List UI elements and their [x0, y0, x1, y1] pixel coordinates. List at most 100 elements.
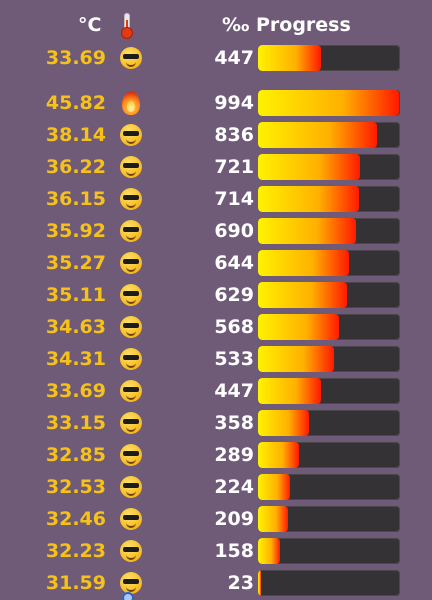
progress-bar-fill [258, 538, 280, 564]
progress-bar-fill [258, 282, 347, 308]
progress-bar-fill [258, 186, 359, 212]
sunglasses-face-icon [118, 45, 144, 71]
temperature-column-header: °C [78, 10, 101, 40]
progress-bar-track [258, 122, 400, 148]
list-row: 45.82 994 [0, 89, 432, 117]
sunglasses-face-icon [118, 570, 144, 596]
list-row: 34.31 533 [0, 345, 432, 373]
list-row: 32.46 209 [0, 505, 432, 533]
permille-value: 533 [214, 348, 254, 370]
partially-visible-icon [122, 592, 134, 600]
list-row: 31.59 23 [0, 569, 432, 597]
sunglasses-face-icon [118, 474, 144, 500]
permille-value: 714 [214, 188, 254, 210]
sunglasses-face-icon [118, 410, 144, 436]
progress-bar-track [258, 218, 400, 244]
temperature-value: 36.22 [45, 156, 106, 178]
list-row: 32.85 289 [0, 441, 432, 469]
permille-value: 289 [214, 444, 254, 466]
permille-value: 447 [214, 47, 254, 69]
progress-bar-track [258, 538, 400, 564]
progress-bar-fill [258, 442, 299, 468]
permille-value: 644 [214, 252, 254, 274]
temperature-value: 34.63 [45, 316, 106, 338]
progress-bar-track [258, 378, 400, 404]
sunglasses-face-icon [118, 154, 144, 180]
sunglasses-face-icon [118, 314, 144, 340]
progress-bar-fill [258, 410, 309, 436]
progress-bar-track [258, 154, 400, 180]
sunglasses-face-icon [118, 378, 144, 404]
permille-value: 568 [214, 316, 254, 338]
sunglasses-face-icon [118, 506, 144, 532]
temperature-value: 38.14 [45, 124, 106, 146]
temperature-value: 32.23 [45, 540, 106, 562]
progress-bar-track [258, 506, 400, 532]
progress-bar-fill [258, 506, 288, 532]
list-row: 33.69 447 [0, 44, 432, 72]
sunglasses-face-icon [118, 218, 144, 244]
list-row: 32.23 158 [0, 537, 432, 565]
temperature-value: 35.11 [45, 284, 106, 306]
progress-bar-fill [258, 90, 399, 116]
progress-bar-fill [258, 570, 261, 596]
progress-bar-fill [258, 154, 360, 180]
sunglasses-face-icon [118, 282, 144, 308]
thermometer-icon [116, 12, 138, 39]
temperature-value: 34.31 [45, 348, 106, 370]
permille-value: 447 [214, 380, 254, 402]
temperature-value: 32.46 [45, 508, 106, 530]
progress-bar-track [258, 250, 400, 276]
progress-bar-track [258, 410, 400, 436]
permille-value: 629 [214, 284, 254, 306]
sunglasses-face-icon [118, 442, 144, 468]
permille-value: 209 [214, 508, 254, 530]
temperature-value: 33.69 [45, 47, 106, 69]
temperature-value: 33.15 [45, 412, 106, 434]
permille-value: 158 [214, 540, 254, 562]
temperature-value: 31.59 [45, 572, 106, 594]
list-row: 35.27 644 [0, 249, 432, 277]
progress-bar-track [258, 90, 400, 116]
progress-column-header: ‰ Progress [222, 10, 351, 40]
progress-header-label: ‰ Progress [222, 14, 351, 36]
sunglasses-face-icon [118, 122, 144, 148]
list-row: 34.63 568 [0, 313, 432, 341]
progress-bar-fill [258, 474, 290, 500]
permille-value: 721 [214, 156, 254, 178]
permille-value: 836 [214, 124, 254, 146]
progress-bar-track [258, 314, 400, 340]
list-row: 38.14 836 [0, 121, 432, 149]
list-row: 35.92 690 [0, 217, 432, 245]
temperature-value: 36.15 [45, 188, 106, 210]
progress-bar-fill [258, 378, 321, 404]
temperature-value: 33.69 [45, 380, 106, 402]
progress-bar-track [258, 442, 400, 468]
progress-bar-track [258, 186, 400, 212]
permille-value: 224 [214, 476, 254, 498]
list-row: 33.15 358 [0, 409, 432, 437]
sunglasses-face-icon [118, 538, 144, 564]
sunglasses-face-icon [118, 346, 144, 372]
progress-bar-fill [258, 314, 339, 340]
list-row: 35.11 629 [0, 281, 432, 309]
temperature-value: 32.53 [45, 476, 106, 498]
progress-bar-track [258, 570, 400, 596]
temperature-value: 32.85 [45, 444, 106, 466]
list-row: 36.22 721 [0, 153, 432, 181]
progress-bar-fill [258, 346, 334, 372]
progress-bar-track [258, 45, 400, 71]
permille-value: 358 [214, 412, 254, 434]
sunglasses-face-icon [118, 186, 144, 212]
temperature-value: 45.82 [45, 92, 106, 114]
temperature-value: 35.27 [45, 252, 106, 274]
list-row: 32.53 224 [0, 473, 432, 501]
progress-bar-track [258, 474, 400, 500]
permille-value: 994 [214, 92, 254, 114]
sunglasses-face-icon [118, 250, 144, 276]
permille-value: 23 [227, 572, 254, 594]
progress-bar-fill [258, 250, 349, 276]
temperature-unit-label: °C [78, 14, 102, 36]
permille-value: 690 [214, 220, 254, 242]
